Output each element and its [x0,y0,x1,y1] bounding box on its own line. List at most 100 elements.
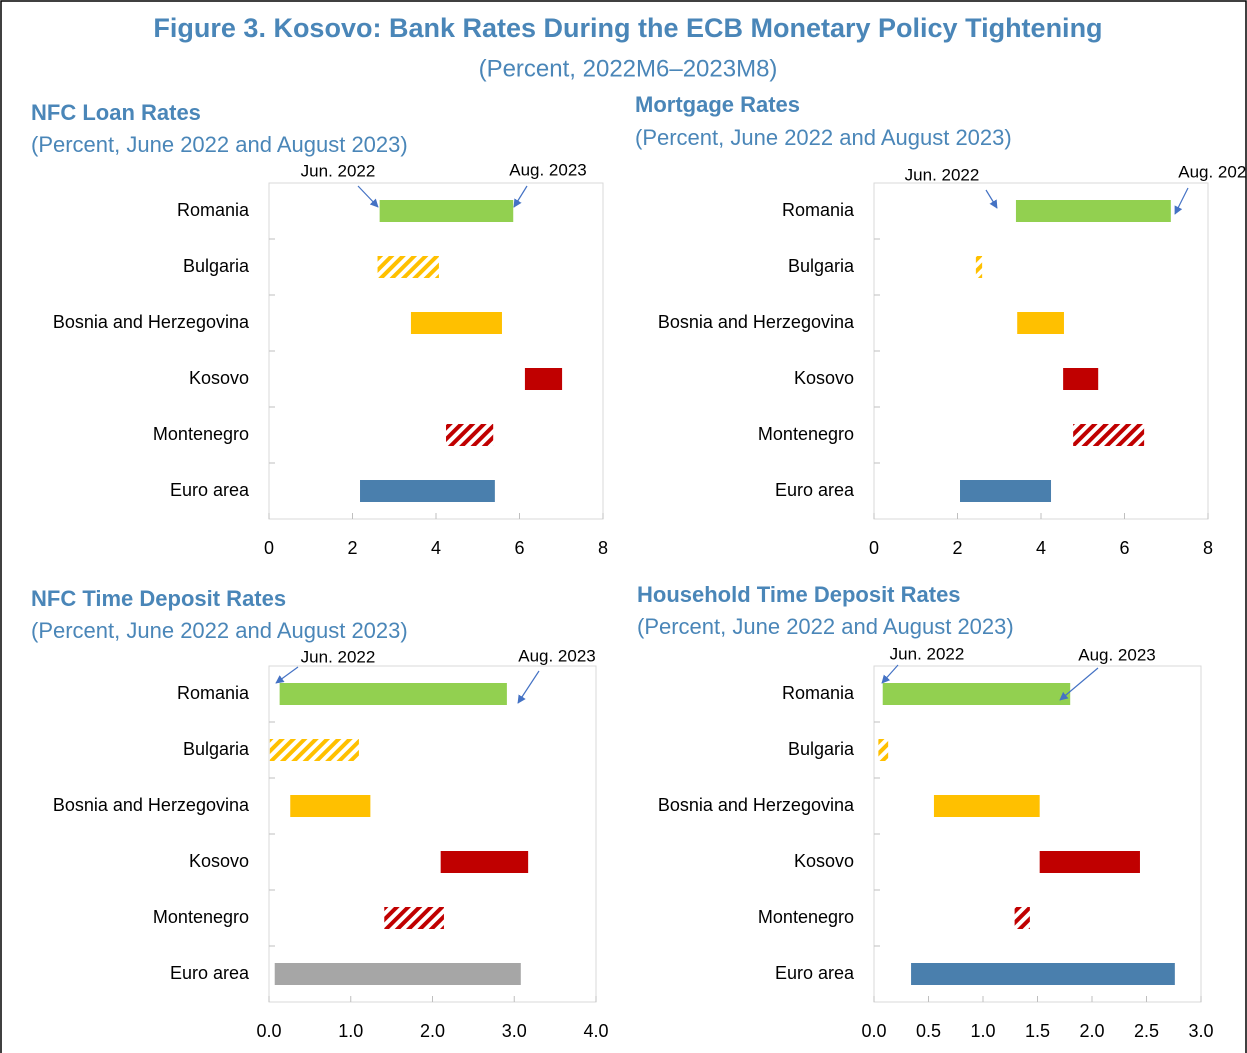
range-bar [1063,368,1099,390]
annotation-label: Jun. 2022 [890,644,965,663]
range-bar [878,739,889,761]
x-tick-label: 2.5 [1134,1021,1159,1041]
panel-title: Mortgage Rates [635,92,800,117]
annotation-label: Jun. 2022 [301,161,376,180]
x-tick-label: 2.0 [1079,1021,1104,1041]
annotation-label: Aug. 2023 [1178,162,1247,181]
x-tick-label: 0 [869,538,879,558]
range-bar [360,480,495,502]
x-tick-label: 4 [431,538,441,558]
plot-frame [873,182,1209,520]
annotation-label: Aug. 2023 [518,646,596,665]
category-label: Romania [782,683,855,703]
x-tick-label: 8 [1203,538,1213,558]
x-tick-label: 3.0 [1188,1021,1213,1041]
panel-subtitle: (Percent, June 2022 and August 2023) [31,132,408,157]
x-tick-label: 2.0 [420,1021,445,1041]
category-label: Euro area [170,963,250,983]
x-tick-label: 6 [1119,538,1129,558]
x-tick-label: 1.5 [1025,1021,1050,1041]
category-label: Montenegro [758,907,854,927]
range-bar [1017,312,1064,334]
category-label: Euro area [775,963,855,983]
category-label: Bulgaria [788,739,855,759]
category-label: Bosnia and Herzegovina [53,795,250,815]
panel-title: NFC Loan Rates [31,100,201,125]
category-label: Romania [782,200,855,220]
category-label: Kosovo [189,851,249,871]
x-tick-label: 0.0 [256,1021,281,1041]
category-label: Romania [177,683,250,703]
range-bar [1015,200,1171,222]
category-label: Kosovo [189,368,249,388]
category-label: Montenegro [153,907,249,927]
x-tick-label: 2 [347,538,357,558]
category-label: Bulgaria [183,256,250,276]
category-label: Euro area [170,480,250,500]
annotation-arrow [985,189,998,209]
panel-title: NFC Time Deposit Rates [31,586,286,611]
category-label: Montenegro [153,424,249,444]
x-tick-label: 2 [952,538,962,558]
x-tick-label: 8 [598,538,608,558]
range-bar [933,795,1040,817]
x-tick-label: 0.0 [861,1021,886,1041]
category-label: Bosnia and Herzegovina [53,312,250,332]
range-bar [410,312,502,334]
annotation-label: Aug. 2023 [509,160,587,179]
range-bar [290,795,371,817]
range-bar [1073,424,1145,446]
annotation-arrow [275,666,299,684]
x-tick-label: 4.0 [583,1021,608,1041]
x-tick-label: 1.0 [338,1021,363,1041]
category-label: Kosovo [794,368,854,388]
range-bar [524,368,563,390]
annotation-arrow [1059,667,1099,701]
plot-frame [268,665,597,1003]
x-tick-label: 0.5 [916,1021,941,1041]
annotation-label: Jun. 2022 [301,647,376,666]
panel-subtitle: (Percent, June 2022 and August 2023) [635,125,1012,150]
x-tick-label: 6 [514,538,524,558]
annotation-arrow [881,664,899,684]
annotation-arrow [517,670,540,704]
range-bar [975,256,983,278]
range-bar [384,907,444,929]
category-label: Bulgaria [183,739,250,759]
range-bar [377,256,439,278]
range-bar [279,683,507,705]
range-bar [882,683,1071,705]
panel-title: Household Time Deposit Rates [637,582,961,607]
figure-subtitle: (Percent, 2022M6–2023M8) [479,55,778,82]
x-tick-label: 3.0 [502,1021,527,1041]
annotation-arrow [357,185,379,208]
category-label: Bulgaria [788,256,855,276]
category-label: Montenegro [758,424,854,444]
category-label: Kosovo [794,851,854,871]
range-bar [911,963,1175,985]
annotation-arrow [1174,187,1189,215]
range-bar [440,851,529,873]
annotation-arrow [513,185,528,208]
panel-subtitle: (Percent, June 2022 and August 2023) [637,614,1014,639]
annotation-label: Aug. 2023 [1078,645,1156,664]
x-tick-label: 1.0 [970,1021,995,1041]
plot-frame [268,182,604,520]
figure-title: Figure 3. Kosovo: Bank Rates During the … [153,13,1102,43]
range-bar [446,424,494,446]
range-bar [274,963,521,985]
range-bar [960,480,1052,502]
category-label: Bosnia and Herzegovina [658,312,855,332]
range-bar [269,739,359,761]
category-label: Romania [177,200,250,220]
x-tick-label: 0 [264,538,274,558]
range-bar [1039,851,1140,873]
plot-frame [873,665,1202,1003]
range-bar [379,200,514,222]
category-label: Euro area [775,480,855,500]
x-tick-label: 4 [1036,538,1046,558]
